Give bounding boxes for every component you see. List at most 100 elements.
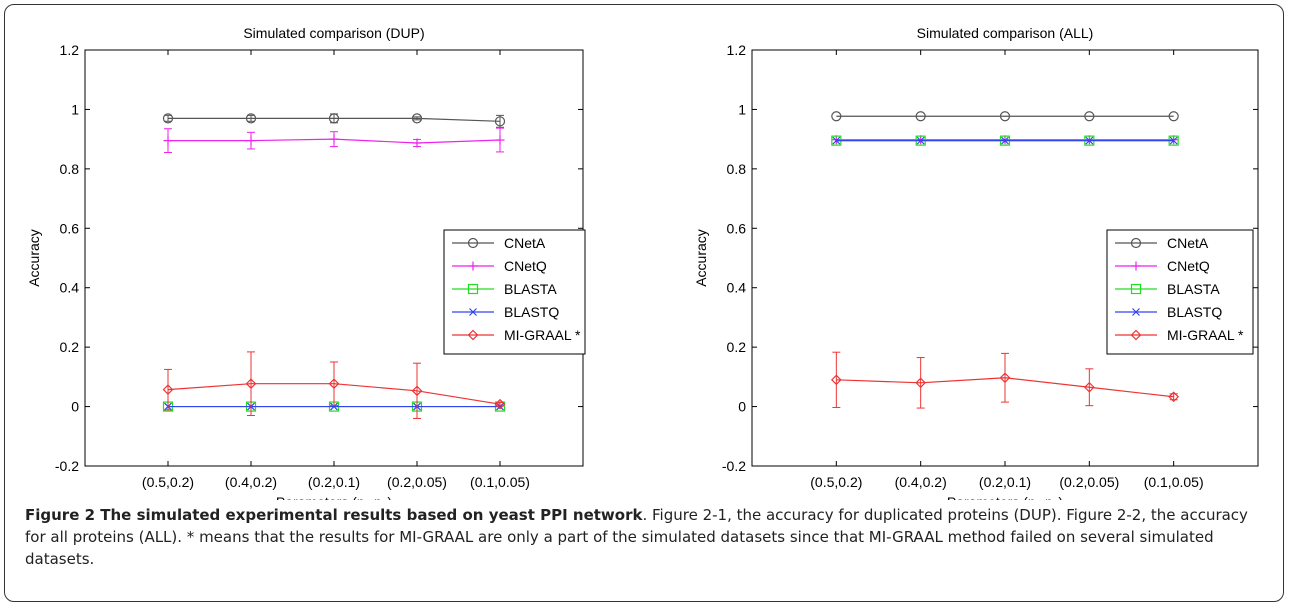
data-point [999,372,1011,384]
data-point [831,135,841,145]
legend-label: BLASTQ [504,304,559,320]
data-point [1084,111,1095,122]
data-point [831,111,842,122]
y-tick-label: -0.2 [722,458,746,474]
data-point [1083,381,1095,393]
series-cneta [162,113,506,128]
figure-frame [4,4,1284,602]
data-point [328,113,340,124]
legend-label: CNetA [504,235,546,251]
data-point [495,135,505,145]
series-blastq [832,136,1178,145]
legend-marker [469,308,477,316]
y-tick-label: -0.2 [55,458,79,474]
charts-area: Simulated comparison (DUP) -0.2 0 0.2 0.4 0.6… [26,25,1259,500]
series-cnetq [163,127,505,154]
data-point [830,374,842,386]
legend: CNetA CNetQ BLASTA BLASTQ MI-GRAAL * [443,229,586,355]
data-point [328,378,340,390]
legend-label: BLASTQ [1167,304,1222,320]
data-point [916,136,925,145]
legend-label: CNetQ [504,258,547,274]
y-tick-label: 0.2 [727,339,747,355]
y-tick-label: 0.6 [727,220,747,236]
data-point [163,136,173,146]
legend-label: BLASTA [504,281,557,297]
figure-caption: Figure 2 The simulated experimental resu… [25,504,1270,570]
legend-marker [468,261,478,271]
data-point [411,113,423,124]
y-tick-label: 1.2 [60,42,80,58]
chart-title: Simulated comparison (ALL) [917,25,1094,41]
x-axis-label: Parameters (p1,p2) [947,494,1063,500]
y-tick-label: 0.8 [727,161,747,177]
data-point [1000,135,1010,145]
x-tick-label: (0.2,0.05) [387,474,447,490]
y-tick-label: 0 [738,399,746,415]
data-point [915,111,926,122]
legend-marker [467,283,479,295]
legend-marker [1132,308,1140,316]
series-mi-graal [830,351,1180,409]
legend-marker [1131,261,1141,271]
data-point [1168,391,1180,403]
data-point [1168,111,1179,122]
x-axis-label: Parameters (p1,p2) [276,494,392,500]
data-point [162,384,174,395]
data-point [1084,135,1094,145]
y-tick-label: 1 [738,101,746,117]
y-tick-label: 0.4 [727,280,747,296]
x-tick-label: (0.1,0.05) [1144,474,1204,490]
legend-box [443,229,586,355]
data-point [162,113,174,124]
data-point [832,136,841,145]
data-point [246,136,256,146]
y-tick-label: 0 [71,399,79,415]
series-mi-graal [162,351,506,419]
caption-text: . Figure 2-1, the accuracy for duplicate… [25,506,1248,568]
data-point [1169,135,1179,145]
data-point [915,377,927,389]
data-point [412,138,422,148]
x-tick-label: (0.2,0.1) [979,474,1031,490]
legend-marker [1130,237,1142,249]
legend-marker [1130,329,1142,341]
legend-label: CNetA [1167,235,1209,251]
x-tick-label: (0.4,0.2) [225,474,277,490]
y-tick-label: 1 [71,101,79,117]
y-tick-label: 0.6 [60,220,80,236]
x-tick-label: (0.4,0.2) [895,474,947,490]
data-point [916,135,926,145]
legend: CNetA CNetQ BLASTA BLASTQ MI-GRAAL * [1106,229,1254,355]
legend-marker [467,329,479,341]
data-point [411,385,423,397]
y-axis-label: Accuracy [693,229,709,287]
legend-label: MI-GRAAL * [504,327,581,343]
legend-label: CNetQ [1167,258,1210,274]
chart-title: Simulated comparison (DUP) [243,25,424,41]
x-tick-label: (0.5,0.2) [142,474,194,490]
data-point [245,378,257,390]
data-point [245,113,257,124]
legend-label: MI-GRAAL * [1167,327,1244,343]
chart-1: Simulated comparison (DUP) -0.2 0 0.2 0.4 0.6… [26,25,586,500]
series-cneta [831,111,1179,122]
y-axis-label: Accuracy [26,229,42,287]
x-tick-label: (0.2,0.05) [1059,474,1119,490]
data-point [494,116,506,127]
x-tick-label: (0.5,0.2) [810,474,862,490]
chart-2: Simulated comparison (ALL) -0.2 0 0.2 0.4 0.6… [693,25,1259,500]
y-tick-label: 0.8 [60,161,80,177]
x-tick-label: (0.2,0.1) [308,474,360,490]
data-point [329,134,339,144]
data-point [999,111,1011,122]
series-cnetq [831,135,1179,145]
data-point [330,402,338,411]
y-tick-label: 0.2 [60,339,80,355]
legend-label: BLASTA [1167,281,1220,297]
data-point [1169,136,1178,145]
y-tick-label: 1.2 [727,42,747,58]
y-tick-label: 0.4 [60,280,80,296]
legend-marker [467,237,479,249]
x-tick-label: (0.1,0.05) [470,474,530,490]
